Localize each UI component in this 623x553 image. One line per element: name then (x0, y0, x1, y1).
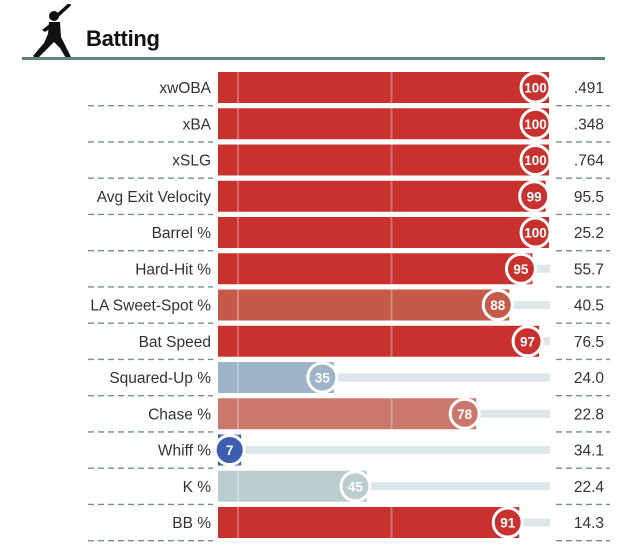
stat-value: 25.2 (574, 225, 604, 242)
category-label: xwOBA (159, 80, 211, 97)
category-label: Hard-Hit % (135, 261, 211, 278)
category-label: xSLG (172, 153, 211, 170)
percentile-badge (481, 289, 514, 321)
percentile-bar-chart: xwOBA 100 .491 xBA 100 .348 xSLG 100 .764 Avg Exi… (88, 71, 610, 542)
stat-value: 76.5 (574, 334, 604, 351)
percentile-badge (519, 107, 552, 140)
percentile-label: 91 (500, 516, 516, 531)
section-header: Batting (0, 0, 623, 62)
percentile-badge (518, 180, 551, 213)
stat-value: 34.1 (574, 443, 604, 460)
bar (218, 398, 477, 430)
percentile-label: 97 (520, 334, 535, 349)
percentile-badge (448, 397, 481, 430)
stat-value: 55.7 (574, 261, 604, 278)
bar-track (218, 373, 550, 382)
percentile-badge (519, 216, 552, 249)
percentile-badge (511, 325, 544, 358)
bar (218, 289, 510, 321)
bar (218, 253, 533, 285)
category-label: Avg Exit Velocity (97, 189, 212, 206)
stat-value: 14.3 (574, 515, 604, 532)
batter-silhouette-icon (33, 4, 72, 60)
percentile-badge (213, 434, 246, 466)
stat-value: 24.0 (574, 370, 605, 387)
percentile-label: 88 (490, 298, 506, 313)
bar (218, 325, 540, 357)
stat-value: .348 (574, 116, 604, 133)
percentile-label: 78 (457, 407, 473, 422)
bar (218, 507, 520, 538)
category-label: Chase % (148, 406, 211, 423)
bar-track (218, 482, 550, 491)
percentile-label: 100 (524, 81, 547, 96)
percentile-label: 95 (513, 262, 529, 277)
chart-title: Batting (86, 26, 160, 51)
category-label: Squared-Up % (109, 370, 211, 387)
header-divider (22, 57, 605, 60)
percentile-badge (504, 252, 537, 285)
percentile-label: 45 (348, 479, 364, 494)
category-label: Barrel % (152, 225, 212, 242)
stat-value: 40.5 (574, 298, 604, 315)
percentile-label: 100 (524, 153, 547, 168)
bar (218, 72, 549, 103)
bar (218, 144, 549, 176)
category-label: Bat Speed (139, 334, 211, 351)
bar (218, 217, 549, 248)
percentile-badge (519, 144, 552, 176)
percentile-label: 35 (315, 371, 331, 386)
percentile-badge (519, 71, 552, 104)
percentile-badge (306, 361, 339, 394)
percentile-label: 7 (226, 443, 234, 458)
bar-track (218, 446, 550, 454)
percentile-badge (339, 470, 372, 503)
stat-value: 95.5 (574, 189, 604, 206)
percentile-label: 100 (524, 226, 547, 241)
bar (218, 108, 549, 140)
percentile-label: 99 (527, 189, 542, 204)
category-label: LA Sweet-Spot % (90, 298, 211, 315)
category-label: K % (183, 479, 212, 496)
stat-value: .491 (574, 80, 604, 97)
category-label: BB % (172, 515, 211, 532)
percentile-badge (491, 506, 524, 539)
category-label: Whiff % (158, 443, 211, 460)
stat-value: .764 (574, 153, 605, 170)
stat-value: 22.8 (574, 406, 604, 423)
category-label: xBA (183, 116, 212, 133)
stat-value: 22.4 (574, 479, 605, 496)
bar (218, 180, 546, 212)
percentile-label: 100 (524, 117, 547, 132)
